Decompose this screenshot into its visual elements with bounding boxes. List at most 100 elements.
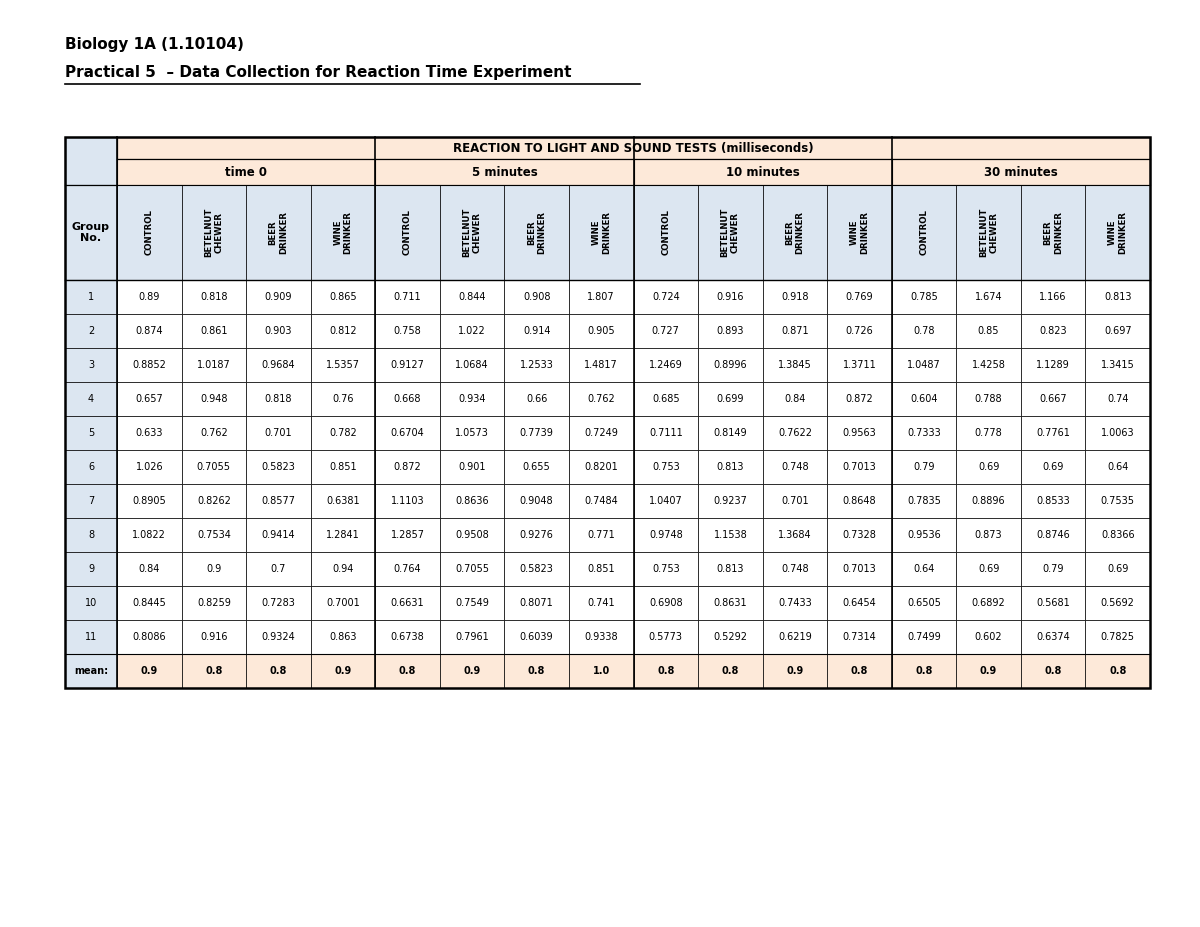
Bar <box>65 137 1150 688</box>
Text: 0.7961: 0.7961 <box>455 632 488 642</box>
Bar <box>118 159 376 185</box>
Text: 1.2857: 1.2857 <box>390 530 425 540</box>
Text: 0.918: 0.918 <box>781 292 809 302</box>
Bar <box>65 348 118 382</box>
Text: 0.823: 0.823 <box>1039 326 1067 336</box>
Text: 0.9563: 0.9563 <box>842 428 876 438</box>
Bar <box>65 654 118 688</box>
Text: mean:: mean: <box>74 666 108 676</box>
Text: 1.1289: 1.1289 <box>1037 360 1070 370</box>
Text: BETELNUT
CHEWER: BETELNUT CHEWER <box>462 208 481 257</box>
Text: 0.7283: 0.7283 <box>262 598 295 608</box>
Text: 1.3711: 1.3711 <box>842 360 876 370</box>
Bar <box>956 586 1021 620</box>
Text: 1.0822: 1.0822 <box>132 530 167 540</box>
Bar <box>118 137 1150 159</box>
Text: BETELNUT
CHEWER: BETELNUT CHEWER <box>204 208 223 257</box>
Text: Practical 5  – Data Collection for Reaction Time Experiment: Practical 5 – Data Collection for Reacti… <box>65 65 571 80</box>
Bar <box>827 654 892 688</box>
Bar <box>65 280 118 314</box>
Text: 0.84: 0.84 <box>785 394 805 404</box>
Text: 0.818: 0.818 <box>200 292 228 302</box>
Text: 0.9276: 0.9276 <box>520 530 553 540</box>
Text: CONTROL: CONTROL <box>919 210 929 256</box>
Text: 11: 11 <box>85 632 97 642</box>
Bar <box>311 416 376 450</box>
Text: 0.909: 0.909 <box>265 292 292 302</box>
Bar <box>181 484 246 518</box>
Text: 0.874: 0.874 <box>136 326 163 336</box>
Text: 0.871: 0.871 <box>781 326 809 336</box>
Text: 1.3845: 1.3845 <box>778 360 811 370</box>
Text: 1.0: 1.0 <box>593 666 610 676</box>
Bar <box>1086 620 1150 654</box>
Bar <box>1021 586 1086 620</box>
Bar <box>246 450 311 484</box>
Bar <box>1086 484 1150 518</box>
Text: 0.7055: 0.7055 <box>455 564 490 574</box>
Bar <box>504 348 569 382</box>
Bar <box>246 416 311 450</box>
Bar <box>1021 620 1086 654</box>
Text: 0.604: 0.604 <box>911 394 937 404</box>
Bar <box>118 280 181 314</box>
Bar <box>440 348 504 382</box>
Text: 0.8201: 0.8201 <box>584 462 618 472</box>
Text: 0.699: 0.699 <box>716 394 744 404</box>
Bar <box>65 416 118 450</box>
Bar <box>569 654 634 688</box>
Text: 0.8636: 0.8636 <box>455 496 488 506</box>
Text: 0.79: 0.79 <box>1043 564 1064 574</box>
Text: 7: 7 <box>88 496 94 506</box>
Bar <box>311 620 376 654</box>
Text: 0.6219: 0.6219 <box>778 632 811 642</box>
Bar <box>892 348 956 382</box>
Bar <box>65 586 118 620</box>
Bar <box>118 382 181 416</box>
Bar <box>504 518 569 552</box>
Text: 0.948: 0.948 <box>200 394 228 404</box>
Bar <box>504 552 569 586</box>
Bar <box>763 654 827 688</box>
Text: 0.741: 0.741 <box>588 598 616 608</box>
Bar <box>181 280 246 314</box>
Text: 0.9: 0.9 <box>140 666 158 676</box>
Bar <box>376 450 440 484</box>
Bar <box>181 552 246 586</box>
Bar <box>569 450 634 484</box>
Bar <box>504 654 569 688</box>
Text: 1.1103: 1.1103 <box>391 496 425 506</box>
Bar <box>1086 654 1150 688</box>
Text: 0.8896: 0.8896 <box>972 496 1006 506</box>
Bar <box>65 484 118 518</box>
Text: REACTION TO LIGHT AND SOUND TESTS (milliseconds): REACTION TO LIGHT AND SOUND TESTS (milli… <box>454 142 814 155</box>
Text: 0.8: 0.8 <box>1109 666 1127 676</box>
Text: 0.5823: 0.5823 <box>520 564 553 574</box>
Bar <box>65 314 118 348</box>
Text: 0.8577: 0.8577 <box>262 496 295 506</box>
Text: 0.8366: 0.8366 <box>1100 530 1134 540</box>
Text: 0.818: 0.818 <box>265 394 292 404</box>
Bar <box>504 185 569 280</box>
Bar <box>892 416 956 450</box>
Bar <box>1086 314 1150 348</box>
Text: 0.5773: 0.5773 <box>649 632 683 642</box>
Bar <box>376 280 440 314</box>
Text: 0.916: 0.916 <box>716 292 744 302</box>
Text: 1.2841: 1.2841 <box>326 530 360 540</box>
Text: 0.7484: 0.7484 <box>584 496 618 506</box>
Text: 0.7: 0.7 <box>271 564 286 574</box>
Bar <box>65 185 118 280</box>
Bar <box>763 185 827 280</box>
Bar <box>376 518 440 552</box>
Text: 0.905: 0.905 <box>588 326 616 336</box>
Bar <box>956 416 1021 450</box>
Bar <box>634 416 698 450</box>
Bar <box>634 314 698 348</box>
Text: 0.8852: 0.8852 <box>132 360 167 370</box>
Bar <box>827 620 892 654</box>
Bar <box>118 484 181 518</box>
Bar <box>698 416 763 450</box>
Bar <box>763 586 827 620</box>
Bar <box>1021 654 1086 688</box>
